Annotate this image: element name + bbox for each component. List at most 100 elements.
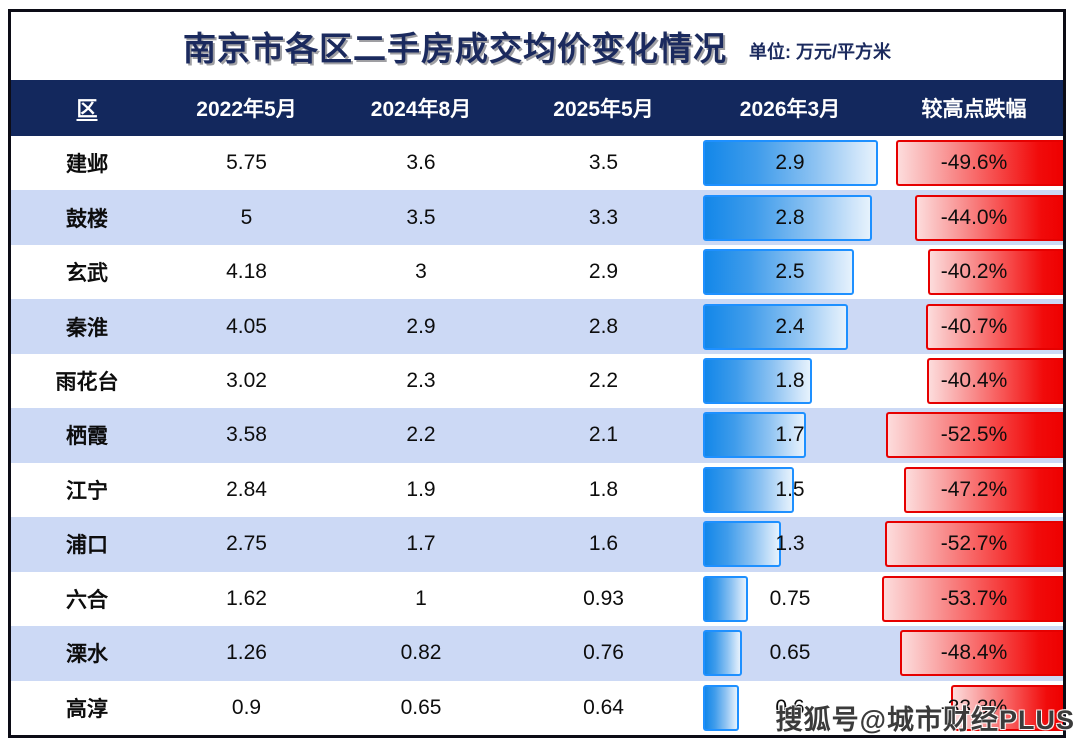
price-bar [703, 630, 742, 677]
price-2026-03-cell: 1.5 [695, 463, 885, 517]
drop-cell: -49.6% [885, 136, 1063, 190]
drop-cell: -44.0% [885, 190, 1063, 244]
drop-cell: -52.7% [885, 517, 1063, 571]
drop-cell: -40.4% [885, 354, 1063, 408]
drop-value: -52.7% [940, 532, 1008, 556]
price-2022-05: 1.62 [226, 586, 267, 610]
price-2022-05: 1.26 [226, 641, 267, 665]
drop-cell: -40.2% [885, 245, 1063, 299]
drop-value: -47.2% [940, 477, 1008, 501]
price-2022-05: 3.58 [226, 423, 267, 447]
price-2025-05: 1.8 [588, 477, 619, 501]
district-name: 玄武 [66, 262, 108, 286]
price-bar [703, 521, 781, 568]
district-name: 溧水 [66, 643, 108, 667]
drop-bar [904, 466, 1063, 513]
price-bar [703, 684, 739, 731]
table-row: 江宁 2.84 1.9 1.8 1.5 -47.2% [11, 462, 1063, 518]
price-bar [703, 358, 812, 405]
price-2024-08: 1.7 [406, 532, 436, 556]
drop-cell: -40.7% [885, 299, 1063, 353]
price-2026-03-value: 1.3 [775, 532, 805, 556]
table-row: 玄武 4.18 3 2.9 2.5 -40.2% [11, 244, 1063, 300]
price-2026-03-value: 1.7 [775, 423, 805, 447]
column-header-2025-05: 2025年5月 [553, 98, 654, 121]
price-2026-03-value: 1.8 [775, 369, 805, 393]
column-header-district: 区 [76, 98, 98, 121]
column-header-2026-03: 2026年3月 [739, 98, 841, 121]
drop-value: -48.4% [940, 641, 1008, 665]
drop-bar [886, 412, 1063, 459]
drop-bar [951, 684, 1063, 731]
drop-value: -33.3% [940, 695, 1008, 719]
drop-bar [928, 249, 1063, 296]
table-row: 雨花台 3.02 2.3 2.2 1.8 -40.4% [11, 353, 1063, 409]
price-2025-05: 1.6 [588, 532, 619, 556]
drop-cell: -47.2% [885, 463, 1063, 517]
price-2024-08: 0.82 [400, 641, 442, 665]
table-row: 六合 1.62 1 0.93 0.75 -53.7% [11, 571, 1063, 627]
drop-cell: -33.3% [885, 681, 1063, 735]
price-2026-03-value: 0.65 [769, 641, 811, 665]
district-name: 江宁 [66, 479, 108, 503]
column-header-2022-05: 2022年5月 [196, 98, 297, 121]
district-name: 六合 [66, 588, 108, 612]
price-2026-03-value: 2.4 [775, 314, 805, 338]
price-2022-05: 0.9 [231, 695, 262, 719]
price-2026-03-value: 0.6 [775, 695, 805, 719]
price-bar [703, 575, 748, 622]
title-bar: 南京市各区二手房成交均价变化情况 单位: 万元/平方米 [11, 12, 1063, 80]
price-2024-08: 2.3 [406, 369, 436, 393]
drop-value: -49.6% [940, 151, 1008, 175]
drop-cell: -48.4% [885, 626, 1063, 680]
drop-value: -52.5% [940, 423, 1008, 447]
drop-value: -40.4% [940, 369, 1008, 393]
price-bar [703, 194, 872, 241]
drop-bar [885, 521, 1063, 568]
price-2026-03-cell: 0.65 [695, 626, 885, 680]
page-title: 南京市各区二手房成交均价变化情况 [183, 30, 727, 67]
price-2024-08: 1 [415, 586, 427, 610]
table-row: 建邺 5.75 3.6 3.5 2.9 -49.6% [11, 136, 1063, 191]
price-2025-05: 0.93 [583, 586, 624, 610]
price-2024-08: 3.6 [406, 151, 436, 175]
price-bar [703, 140, 878, 187]
column-header-2024-08: 2024年8月 [370, 98, 472, 121]
price-2026-03-value: 2.9 [775, 151, 805, 175]
price-2025-05: 2.1 [588, 423, 619, 447]
district-name: 建邺 [66, 153, 108, 177]
price-2024-08: 1.9 [406, 477, 436, 501]
price-2025-05: 0.76 [583, 641, 624, 665]
table-row: 浦口 2.75 1.7 1.6 1.3 -52.7% [11, 517, 1063, 572]
price-2024-08: 2.9 [406, 314, 436, 338]
price-2022-05: 4.05 [226, 314, 267, 338]
price-2025-05: 0.64 [583, 695, 624, 719]
table-row: 秦淮 4.05 2.9 2.8 2.4 -40.7% [11, 299, 1063, 354]
drop-bar [927, 358, 1063, 405]
price-2026-03-cell: 2.4 [695, 299, 885, 353]
price-2024-08: 3.5 [406, 205, 436, 229]
drop-value: -53.7% [940, 586, 1008, 610]
price-2025-05: 2.2 [588, 369, 619, 393]
price-2024-08: 2.2 [406, 423, 436, 447]
drop-bar [915, 194, 1063, 241]
price-2024-08: 0.65 [400, 695, 442, 719]
district-name: 秦淮 [66, 316, 108, 340]
district-name: 雨花台 [55, 371, 119, 395]
watermark: 搜狐号@城市财经PLUS [775, 705, 1075, 735]
price-2025-05: 2.8 [588, 314, 619, 338]
table-row: 鼓楼 5 3.5 3.3 2.8 -44.0% [11, 190, 1063, 245]
price-2022-05: 5 [240, 205, 253, 229]
price-2026-03-value: 0.75 [769, 586, 811, 610]
drop-bar [882, 575, 1063, 622]
drop-cell: -52.5% [885, 408, 1063, 462]
table-row: 高淳 0.9 0.65 0.64 0.6 -33.3% [11, 680, 1063, 735]
price-2022-05: 2.84 [226, 477, 267, 501]
price-2022-05: 4.18 [226, 260, 267, 284]
price-2026-03-value: 1.5 [775, 477, 805, 501]
price-2026-03-cell: 0.6 [695, 681, 885, 735]
drop-bar [926, 303, 1063, 350]
drop-bar [900, 630, 1063, 677]
drop-value: -44.0% [940, 205, 1008, 229]
